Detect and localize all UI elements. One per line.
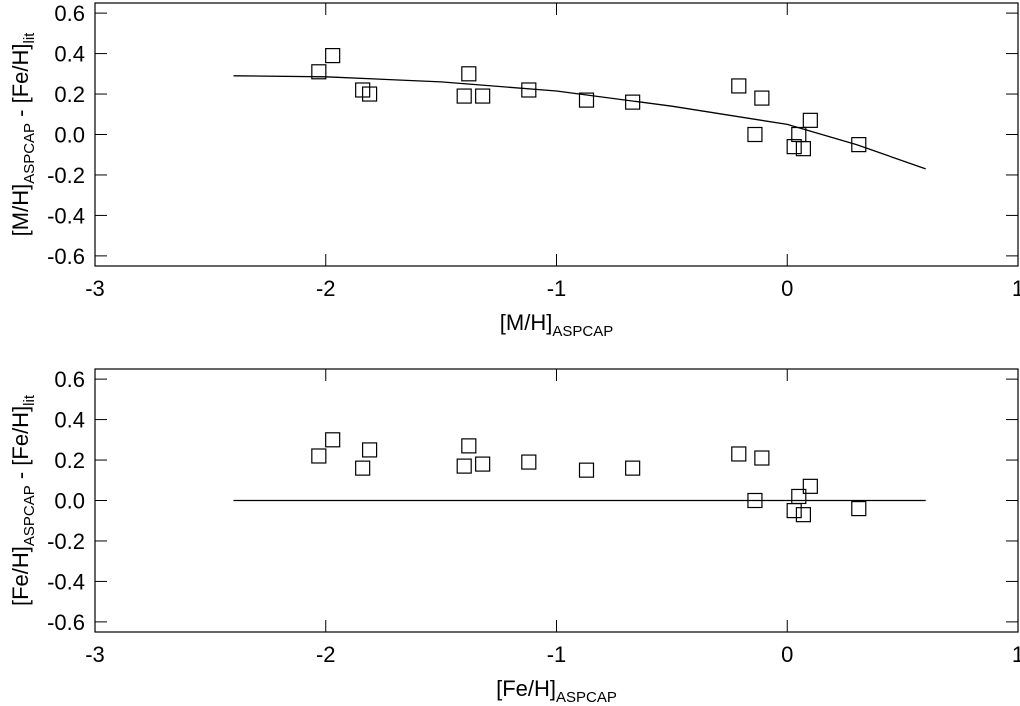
data-point xyxy=(361,86,378,102)
data-point xyxy=(475,456,491,472)
y-tick-label: 0.2 xyxy=(54,82,85,107)
y-tick-label: 0.6 xyxy=(54,1,85,26)
y-axis-label-part: - [Fe/H] xyxy=(8,406,33,485)
data-point xyxy=(851,137,867,153)
y-axis-label-part: lit xyxy=(21,394,38,406)
x-axis-label-part: ASPCAP xyxy=(556,689,617,706)
y-tick-label: -0.2 xyxy=(47,163,85,188)
plot-frame xyxy=(94,2,1019,267)
y-axis-label: [Fe/H]ASPCAP - [Fe/H]lit xyxy=(8,394,38,606)
data-point xyxy=(731,78,747,94)
data-point xyxy=(754,90,770,106)
x-tick-label: 0 xyxy=(781,642,793,667)
x-tick-label: -1 xyxy=(547,642,567,667)
data-point xyxy=(747,492,763,509)
x-axis-label: [M/H]ASPCAP xyxy=(500,310,613,340)
data-point xyxy=(851,500,867,517)
data-point xyxy=(795,141,812,157)
y-tick-label: -0.4 xyxy=(47,569,85,594)
data-point xyxy=(625,94,641,110)
x-axis-label-part: ASPCAP xyxy=(552,323,613,340)
data-point xyxy=(625,460,641,476)
data-point xyxy=(791,488,807,505)
y-tick-label: 0.4 xyxy=(54,42,85,67)
y-tick-label: -0.2 xyxy=(47,529,85,554)
data-point xyxy=(456,458,472,474)
y-tick-label: -0.4 xyxy=(47,203,85,228)
x-tick-label: 0 xyxy=(781,276,793,301)
x-axis-label-part: [Fe/H] xyxy=(496,676,556,701)
x-tick-label: -3 xyxy=(85,276,105,301)
x-tick-label: -2 xyxy=(316,276,336,301)
data-point xyxy=(754,450,770,466)
data-point xyxy=(521,454,537,470)
y-tick-label: -0.6 xyxy=(47,244,85,269)
y-axis-label-part: [Fe/H] xyxy=(8,546,33,606)
data-point xyxy=(578,92,595,108)
data-point xyxy=(311,64,327,80)
x-tick-label: -2 xyxy=(316,642,336,667)
data-point xyxy=(578,462,595,478)
y-tick-label: 0.0 xyxy=(54,123,85,148)
data-point xyxy=(747,126,763,143)
data-point xyxy=(521,82,537,98)
data-point xyxy=(325,432,341,448)
data-point xyxy=(456,88,472,104)
x-tick-label: 1 xyxy=(1012,276,1020,301)
y-axis-label-part: [M/H] xyxy=(8,184,33,237)
data-point xyxy=(311,448,327,464)
y-axis-label: [M/H]ASPCAP - [Fe/H]lit xyxy=(8,32,38,237)
y-tick-label: -0.6 xyxy=(47,610,85,635)
y-axis-label-part: lit xyxy=(21,32,38,44)
x-tick-label: -1 xyxy=(547,276,567,301)
data-point xyxy=(802,112,818,128)
data-point xyxy=(355,460,371,476)
y-tick-label: 0.6 xyxy=(54,367,85,392)
data-point xyxy=(786,139,802,155)
fit-line xyxy=(233,75,926,170)
data-point xyxy=(325,47,341,64)
x-axis-label: [Fe/H]ASPCAP xyxy=(496,676,617,706)
x-axis-label-part: [M/H] xyxy=(500,310,553,335)
y-axis-label-part: ASPCAP xyxy=(21,123,38,184)
x-tick-label: -3 xyxy=(85,642,105,667)
data-point xyxy=(802,478,818,494)
y-tick-label: 0.2 xyxy=(54,448,85,473)
data-point xyxy=(731,446,747,462)
y-tick-label: 0.0 xyxy=(54,489,85,514)
data-point xyxy=(461,66,477,82)
data-point xyxy=(795,507,812,523)
y-axis-label-part: ASPCAP xyxy=(21,485,38,546)
x-tick-label: 1 xyxy=(1012,642,1020,667)
y-axis-label-part: - [Fe/H] xyxy=(8,43,33,122)
data-point xyxy=(786,503,802,519)
data-point xyxy=(361,442,378,458)
y-tick-label: 0.4 xyxy=(54,408,85,433)
data-point xyxy=(461,438,477,454)
data-point xyxy=(475,88,491,104)
